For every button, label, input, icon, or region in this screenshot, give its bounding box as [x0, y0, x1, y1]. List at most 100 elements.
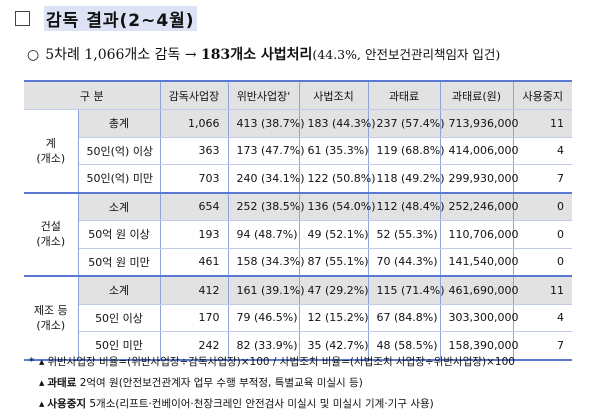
- cell-fine-amount: 252,246,000: [439, 192, 518, 221]
- group-label-line2: (개소): [36, 318, 66, 332]
- row-label: 50인(억) 이상: [77, 137, 161, 165]
- summary-line: ○ 5차례 1,066개소 감독 → 183개소 사법처리(44.3%, 안전보건…: [27, 44, 500, 64]
- header-inspected: 감독사업장: [159, 80, 229, 110]
- cell-fines: 237 (57.4%): [367, 109, 445, 138]
- row-label: 50인 이상: [77, 304, 161, 332]
- cell-violations: 173 (47.7%): [227, 137, 305, 165]
- cell-judicial: 49 (52.1%): [298, 220, 369, 249]
- cell-inspected: 170: [159, 304, 229, 332]
- row-label: 50인(억) 미만: [77, 164, 161, 194]
- cell-fines: 70 (44.3%): [367, 248, 441, 277]
- cell-suspension: 0: [512, 220, 572, 249]
- small-triangle-icon: ▲: [39, 379, 45, 387]
- cell-inspected: 461: [159, 248, 229, 277]
- cell-judicial: 12 (15.2%): [298, 304, 369, 332]
- cell-violations: 94 (48.7%): [227, 220, 300, 249]
- cell-inspected: 654: [159, 192, 229, 221]
- cell-fine-amount: 461,690,000: [439, 276, 518, 305]
- header-fine-amount: 과태료(원): [439, 80, 514, 110]
- cell-violations: 158 (34.3%): [227, 248, 305, 277]
- summary-highlight: 183개소 사법처리: [201, 47, 313, 63]
- cell-fine-amount: 414,006,000: [439, 137, 518, 165]
- header-violations: 위반사업장': [227, 80, 300, 110]
- small-triangle-icon: ▲: [39, 400, 45, 408]
- row-label: 50억 원 미만: [77, 248, 161, 277]
- group-label-line2: (개소): [36, 235, 66, 249]
- cell-fine-amount: 303,300,000: [439, 304, 518, 332]
- cell-fines: 118 (49.2%): [367, 164, 445, 194]
- inspection-results-table: 구 분 감독사업장 위반사업장' 사법조치 과태료 과태료(원) 사용중지 계(…: [24, 80, 572, 361]
- section-title-text: 감독 결과(2~4월): [44, 6, 197, 31]
- table-row: 50인(억) 이상 363 173 (47.7%) 61 (35.3%) 119…: [24, 137, 572, 165]
- cell-violations: 252 (38.5%): [227, 192, 305, 221]
- cell-inspected: 412: [159, 276, 229, 305]
- cell-judicial: 87 (55.1%): [298, 248, 369, 277]
- cell-fine-amount: 158,390,000: [439, 331, 518, 361]
- row-label: 총계: [77, 109, 161, 138]
- cell-judicial: 61 (35.3%): [298, 137, 369, 165]
- asterisk-mark: *: [29, 356, 35, 368]
- table-row: 제조 등 (개소) 소계 412 161 (39.1%) 47 (29.2%) 1…: [24, 276, 572, 361]
- summary-detail: (44.3%, 안전보건관리책임자 입건): [312, 47, 501, 62]
- cell-inspected: 1,066: [159, 109, 229, 138]
- cell-fines: 67 (84.8%): [367, 304, 441, 332]
- cell-fine-amount: 713,936,000: [439, 109, 518, 138]
- table-row: 건설 (개소) 소계 654 252 (38.5%) 136 (54.0%) 11…: [24, 192, 572, 277]
- cell-suspension: 4: [512, 137, 572, 165]
- table-row: 계 (개소) 총계 1,066 413 (38.7%) 183 (44.3%) 2…: [24, 109, 572, 194]
- section-title: 감독 결과(2~4월): [15, 6, 197, 31]
- row-label: 50인 미만: [77, 331, 161, 361]
- table-row: 50억 원 이상 193 94 (48.7%) 49 (52.1%) 52 (5…: [24, 220, 572, 249]
- group-label-construction: 건설 (개소): [24, 192, 79, 277]
- summary-text: 5차례 1,066개소 감독 →: [45, 47, 202, 63]
- cell-suspension: 11: [512, 276, 572, 305]
- cell-inspected: 242: [159, 331, 229, 361]
- table-row: 50인(억) 미만 703 240 (34.1%) 122 (50.8%) 11…: [24, 164, 572, 194]
- cell-suspension: 7: [512, 331, 572, 361]
- footnote-item: ▲ 사용중지 5개소(리프트·컨베이어·천장크레인 안전검사 미실시 및 미실시 …: [29, 394, 515, 415]
- cell-inspected: 363: [159, 137, 229, 165]
- cell-judicial: 35 (42.7%): [298, 331, 369, 361]
- cell-fines: 52 (55.3%): [367, 220, 441, 249]
- cell-violations: 161 (39.1%): [227, 276, 305, 305]
- empty-square-icon: [15, 11, 30, 26]
- cell-fines: 115 (71.4%): [367, 276, 445, 305]
- cell-fine-amount: 141,540,000: [439, 248, 518, 277]
- header-judicial: 사법조치: [298, 80, 369, 110]
- cell-fines: 112 (48.4%): [367, 192, 445, 221]
- footnotes: * ▲ 위반사업장 비율=(위반사업장÷감독사업장)×100 / 사법조치 비율=(…: [29, 352, 515, 415]
- cell-suspension: 0: [512, 192, 572, 221]
- group-label-total: 계 (개소): [24, 109, 79, 194]
- cell-inspected: 193: [159, 220, 229, 249]
- header-category: 구 분: [24, 80, 161, 110]
- footnote-text: 5개소(리프트·컨베이어·천장크레인 안전검사 미실시 및 미실시 기계·기구 …: [86, 398, 434, 410]
- cell-violations: 413 (38.7%): [227, 109, 305, 138]
- small-triangle-icon: ▲: [39, 358, 45, 366]
- group-label-manufacturing: 제조 등 (개소): [24, 276, 79, 361]
- group-label-line1: 계: [45, 136, 56, 150]
- group-label-line2: (개소): [36, 151, 66, 165]
- cell-suspension: 0: [512, 248, 572, 277]
- cell-suspension: 11: [512, 109, 572, 138]
- footnote-label: 과태료: [47, 377, 77, 389]
- header-suspension: 사용중지: [512, 80, 572, 110]
- cell-judicial: 122 (50.8%): [298, 164, 376, 194]
- row-label: 소계: [77, 192, 161, 221]
- cell-judicial: 47 (29.2%): [298, 276, 369, 305]
- footnote-label: 사용중지: [47, 398, 87, 410]
- footnote-item: * ▲ 위반사업장 비율=(위반사업장÷감독사업장)×100 / 사법조치 비율=(…: [29, 352, 515, 373]
- cell-judicial: 183 (44.3%): [298, 109, 376, 138]
- cell-judicial: 136 (54.0%): [298, 192, 376, 221]
- table-row: 50인 이상 170 79 (46.5%) 12 (15.2%) 67 (84.…: [24, 304, 572, 332]
- footnote-text: 2억여 원(안전보건관계자 업무 수행 부적정, 특별교육 미실시 등): [76, 377, 363, 389]
- footnote-text: 위반사업장 비율=(위반사업장÷감독사업장)×100 / 사법조치 비율=(사법…: [47, 356, 515, 368]
- cell-inspected: 703: [159, 164, 229, 194]
- cell-fine-amount: 110,706,000: [439, 220, 518, 249]
- cell-fine-amount: 299,930,000: [439, 164, 518, 194]
- cell-fines: 119 (68.8%): [367, 137, 445, 165]
- group-label-line1: 건설: [40, 220, 61, 234]
- row-label: 50억 원 이상: [77, 220, 161, 249]
- cell-violations: 82 (33.9%): [227, 331, 300, 361]
- circle-bullet-icon: ○: [27, 47, 40, 63]
- table-header-row: 구 분 감독사업장 위반사업장' 사법조치 과태료 과태료(원) 사용중지: [24, 80, 572, 110]
